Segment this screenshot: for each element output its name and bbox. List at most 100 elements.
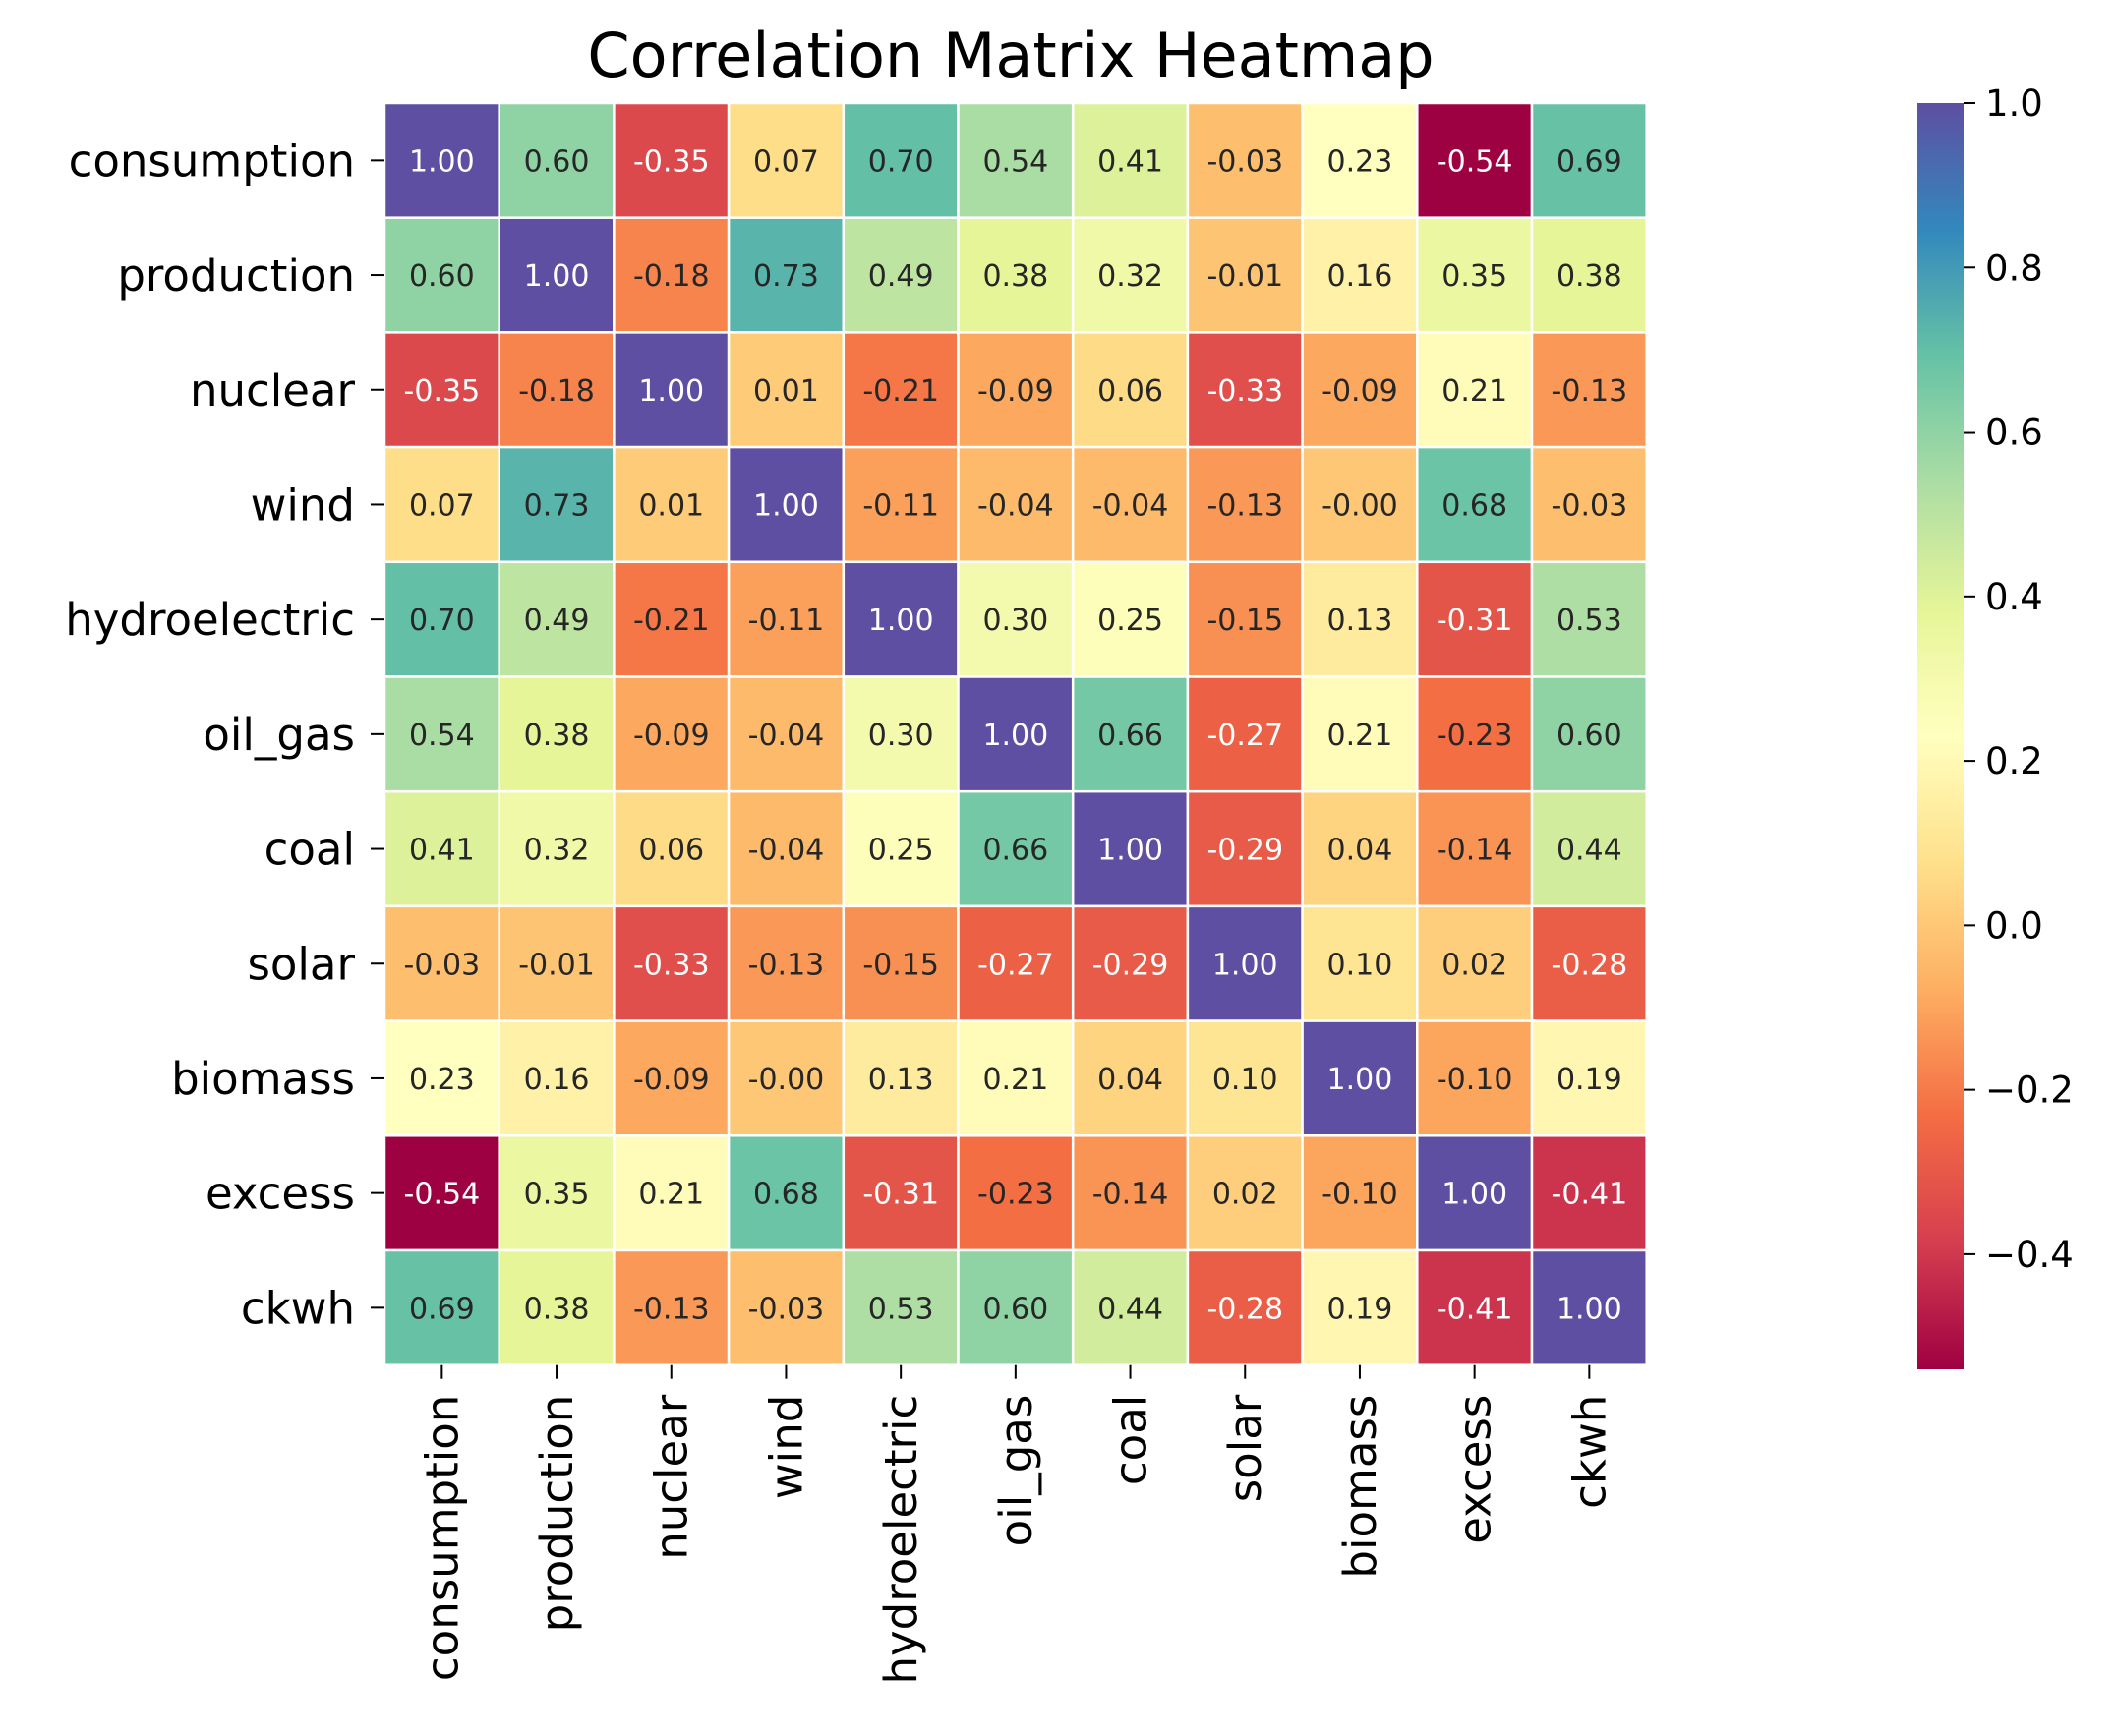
cell-value-label: 0.10 [1212, 1063, 1278, 1097]
cell-value-label: -0.21 [633, 604, 710, 638]
cell-value-label: -0.27 [1206, 719, 1283, 753]
heatmap-cell [727, 1248, 846, 1366]
cell-value-label: -0.18 [633, 260, 710, 294]
cell-value-label: 0.32 [524, 834, 590, 868]
heatmap-cell [842, 675, 960, 793]
cell-value-label: -0.41 [1552, 1178, 1628, 1212]
heatmap-cell [382, 216, 500, 334]
column-labels: consumption production nuclear wind hydroele… [416, 1364, 1615, 1685]
cell-value-label: -0.03 [1206, 145, 1283, 179]
y-tick-label: hydroelectric [65, 594, 355, 646]
heatmap-cell [1530, 1019, 1648, 1137]
heatmap-cell [1416, 560, 1534, 678]
colorbar-tick-label: −0.4 [1985, 1234, 2074, 1276]
cell-value-label: -0.09 [1321, 375, 1398, 409]
heatmap-cell [727, 331, 846, 449]
cell-value-label: -0.09 [633, 719, 710, 753]
heatmap-cell [842, 1134, 960, 1252]
heatmap-cell [1416, 1134, 1534, 1252]
cell-value-label: 0.54 [982, 145, 1048, 179]
cell-value-label: -0.14 [1092, 1178, 1169, 1212]
heatmap-cell [1071, 331, 1190, 449]
heatmap-cell [727, 1019, 846, 1137]
cell-value-label: 0.38 [524, 1292, 590, 1326]
cell-value-label: -0.54 [1437, 145, 1513, 179]
cell-value-label: 0.04 [1097, 1063, 1163, 1097]
cell-value-label: -0.23 [1437, 719, 1513, 753]
cell-value-label: -0.03 [748, 1292, 825, 1326]
cell-value-label: 0.53 [868, 1292, 934, 1326]
cell-value-label: -0.23 [977, 1178, 1054, 1212]
cell-value-label: -0.15 [1206, 604, 1283, 638]
x-tick-label: hydroelectric [875, 1395, 927, 1685]
cell-value-label: -0.21 [862, 375, 939, 409]
cell-value-label: 0.02 [1441, 948, 1507, 982]
cell-value-label: -0.35 [633, 145, 710, 179]
heatmap-cells: 1.00 0.60 -0.35 0.07 0.70 0.54 0.41 -0.03 0.23 -0… [382, 101, 1648, 1366]
x-tick-label: wind [760, 1395, 812, 1499]
cell-value-label: -0.31 [1437, 604, 1513, 638]
cell-value-label: 0.68 [753, 1178, 819, 1212]
cell-value-label: -0.09 [633, 1063, 710, 1097]
heatmap-cell [1186, 904, 1304, 1022]
colorbar-tick-label: 0.4 [1985, 576, 2043, 618]
heatmap-cell [1186, 101, 1304, 219]
colorbar-tick-label: −0.2 [1985, 1070, 2074, 1112]
heatmap-cell [1301, 675, 1419, 793]
heatmap-cell [727, 560, 846, 678]
heatmap-cell [498, 789, 616, 908]
heatmap-cell [1301, 101, 1419, 219]
heatmap-cell [1530, 216, 1648, 334]
cell-value-label: 0.04 [1327, 834, 1393, 868]
heatmap-cell [1301, 904, 1419, 1022]
cell-value-label: 0.73 [753, 260, 819, 294]
cell-value-label: -0.15 [862, 948, 939, 982]
cell-value-label: 0.41 [409, 834, 475, 868]
heatmap-cell [1186, 560, 1304, 678]
cell-value-label: 0.49 [868, 260, 934, 294]
cell-value-label: 1.00 [638, 375, 704, 409]
heatmap-cell [1530, 445, 1648, 564]
row-labels: consumption production nuclear wind hydroele… [65, 135, 384, 1334]
x-tick-label: biomass [1334, 1395, 1386, 1579]
heatmap-cell [382, 101, 500, 219]
heatmap-cell [842, 445, 960, 564]
cell-value-label: 0.38 [982, 260, 1048, 294]
cell-value-label: -0.13 [633, 1292, 710, 1326]
colorbar: 1.0 0.8 0.6 0.4 0.2 0.0 −0.2 −0.4 [1917, 83, 2074, 1369]
cell-value-label: -0.41 [1437, 1292, 1513, 1326]
heatmap-cell [842, 216, 960, 334]
cell-value-label: -0.01 [1206, 260, 1283, 294]
y-tick-label: consumption [69, 135, 355, 187]
cell-value-label: 0.60 [1556, 719, 1622, 753]
cell-value-label: 0.49 [524, 604, 590, 638]
heatmap-cell [1071, 675, 1190, 793]
cell-value-label: 0.25 [868, 834, 934, 868]
cell-value-label: -0.10 [1321, 1178, 1398, 1212]
cell-value-label: 1.00 [753, 489, 819, 523]
cell-value-label: 0.07 [753, 145, 819, 179]
cell-value-label: 0.23 [409, 1063, 475, 1097]
heatmap-cell [498, 216, 616, 334]
cell-value-label: 1.00 [1327, 1063, 1393, 1097]
heatmap-cell [613, 1248, 731, 1366]
heatmap-cell [1071, 216, 1190, 334]
heatmap-cell [1416, 1019, 1534, 1137]
cell-value-label: 1.00 [1441, 1178, 1507, 1212]
x-tick-label: oil_gas [990, 1395, 1042, 1547]
heatmap-cell [842, 1019, 960, 1137]
heatmap-cell [1071, 789, 1190, 908]
colorbar-tick-label: 0.6 [1985, 412, 2043, 454]
cell-value-label: 1.00 [1212, 948, 1278, 982]
cell-value-label: 0.35 [524, 1178, 590, 1212]
cell-value-label: -0.01 [518, 948, 595, 982]
colorbar-tick-label: 1.0 [1985, 83, 2043, 125]
heatmap-cell [957, 789, 1075, 908]
x-tick-label: excess [1449, 1395, 1501, 1544]
cell-value-label: -0.29 [1206, 834, 1283, 868]
y-tick-label: wind [251, 479, 355, 531]
cell-value-label: -0.33 [1206, 375, 1283, 409]
heatmap-cell [842, 904, 960, 1022]
heatmap-cell [613, 560, 731, 678]
heatmap-cell [613, 1019, 731, 1137]
